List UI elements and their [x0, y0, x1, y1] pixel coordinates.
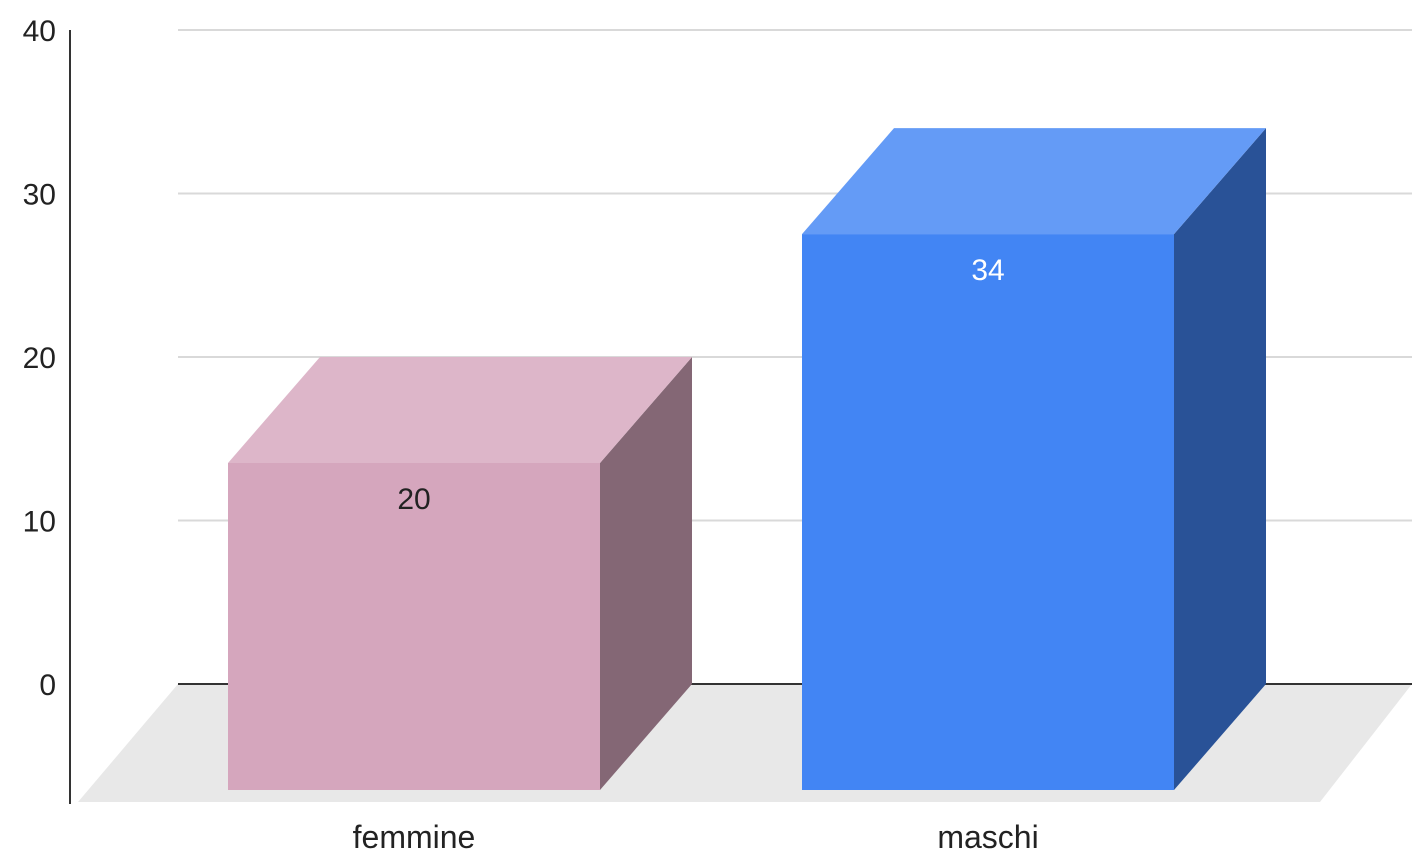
bar-top-face: [228, 357, 692, 463]
category-labels: femmine maschi: [353, 819, 1039, 855]
y-axis-ticks: 0 10 20 30 40: [23, 15, 56, 702]
bar-top-face: [802, 128, 1266, 235]
data-label: 34: [971, 254, 1004, 287]
bar-side-face: [600, 357, 692, 790]
x-category-label: maschi: [937, 819, 1038, 855]
bar-maschi: 34: [802, 128, 1266, 791]
bar-front-face: [802, 234, 1174, 791]
data-label: 20: [397, 483, 430, 516]
bar-front-face: [228, 463, 600, 790]
y-tick-label: 10: [23, 506, 56, 539]
bar-femmine: 20: [228, 357, 692, 790]
bar-side-face: [1174, 128, 1266, 791]
y-tick-label: 40: [23, 15, 56, 48]
y-tick-label: 0: [39, 669, 56, 702]
x-category-label: femmine: [353, 819, 476, 855]
y-tick-label: 30: [23, 179, 56, 212]
y-tick-label: 20: [23, 342, 56, 375]
